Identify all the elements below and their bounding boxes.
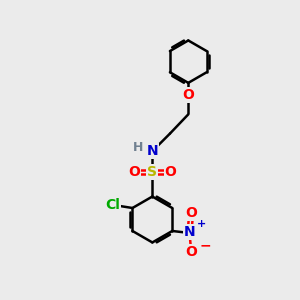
Text: O: O <box>128 165 140 179</box>
Text: Cl: Cl <box>105 198 120 212</box>
Text: O: O <box>185 206 197 220</box>
Text: +: + <box>197 219 206 229</box>
Text: O: O <box>165 165 176 179</box>
Text: H: H <box>132 141 143 154</box>
Text: N: N <box>146 144 158 158</box>
Text: O: O <box>182 88 194 102</box>
Text: −: − <box>199 238 211 252</box>
Text: N: N <box>184 225 195 239</box>
Text: O: O <box>185 245 197 259</box>
Text: S: S <box>147 165 158 179</box>
